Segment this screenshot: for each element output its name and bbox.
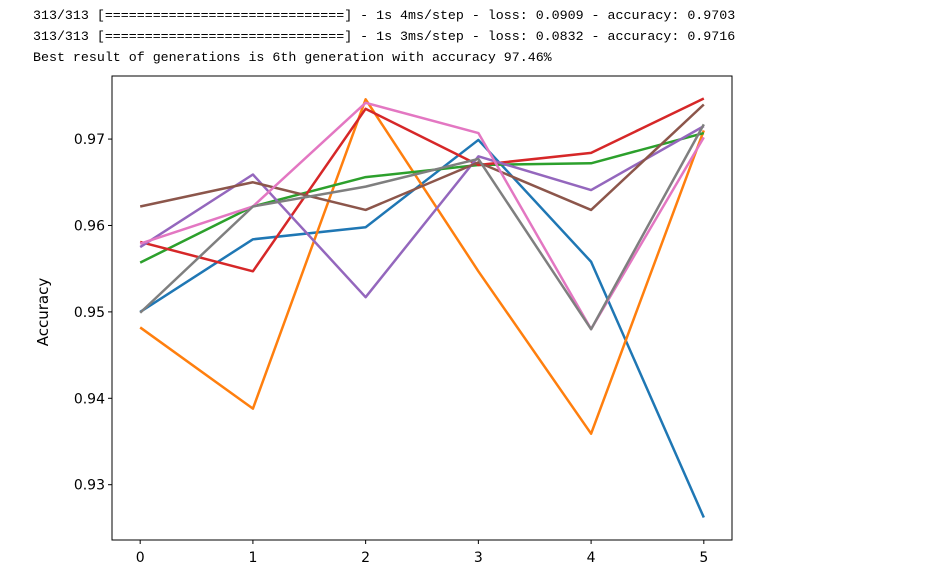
y-tick-label: 0.96: [74, 218, 105, 234]
y-tick-label: 0.93: [74, 478, 105, 494]
series-line: [139, 138, 705, 519]
x-tick-label: 3: [474, 550, 483, 566]
y-tick-label: 0.95: [74, 305, 105, 321]
y-tick-label: 0.97: [74, 132, 105, 148]
x-tick-label: 0: [136, 550, 145, 566]
console-line: Best result of generations is 6th genera…: [33, 50, 552, 65]
y-tick-label: 0.94: [74, 391, 105, 407]
console-line: 313/313 [==============================]…: [33, 8, 735, 23]
series-line: [139, 125, 705, 299]
series-line: [139, 131, 705, 264]
x-tick-label: 4: [587, 550, 596, 566]
series-line: [139, 97, 705, 273]
series-line: [139, 98, 705, 435]
series-line: [139, 103, 705, 212]
console-line: 313/313 [==============================]…: [33, 29, 735, 44]
x-tick-label: 1: [248, 550, 257, 566]
x-tick-label: 5: [699, 550, 708, 566]
series-line: [139, 123, 705, 331]
plot-frame: [111, 75, 733, 541]
x-tick-label: 2: [361, 550, 370, 566]
y-axis-label: Accuracy: [34, 278, 52, 347]
